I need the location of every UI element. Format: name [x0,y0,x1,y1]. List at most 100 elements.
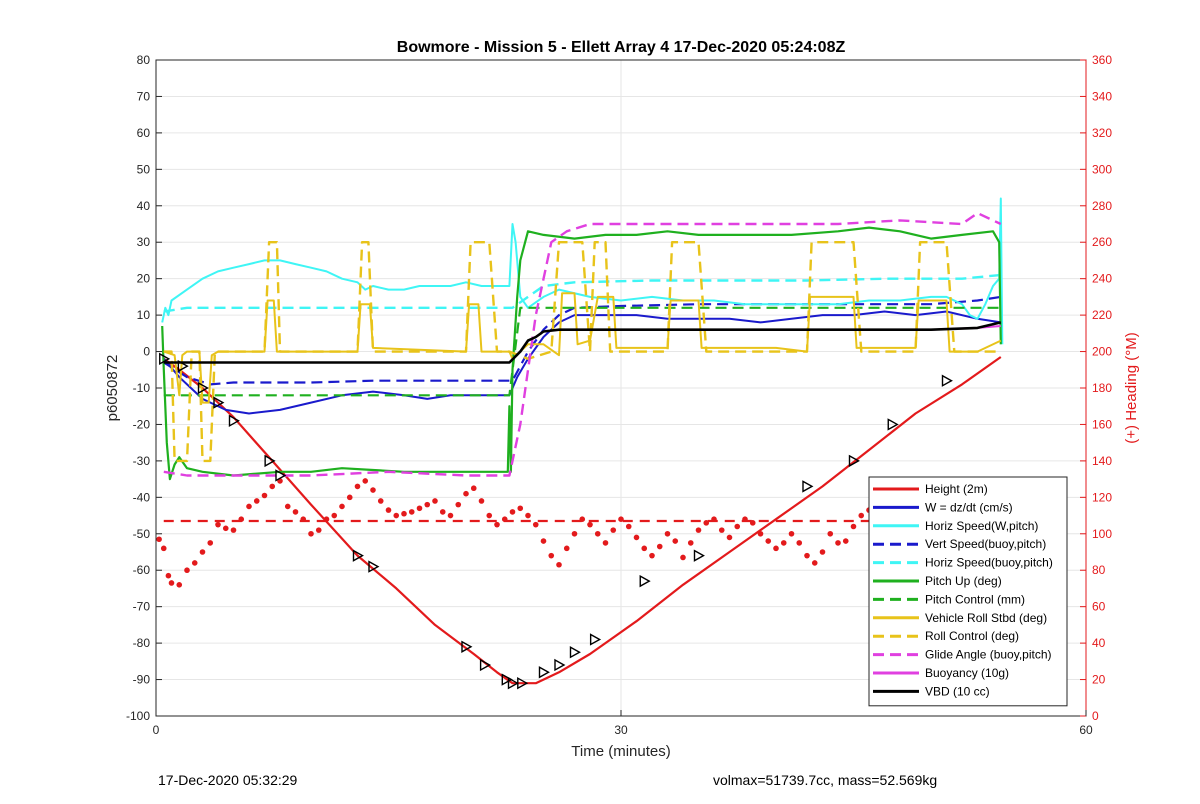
heading-point [408,509,415,515]
legend-label: Vert Speed(buoy,pitch) [925,537,1046,551]
series-vbd-line [163,321,1002,364]
heading-point [610,527,617,533]
heading-point [548,552,555,559]
heading-point [455,501,462,508]
heading-point [238,516,245,522]
heading-point [641,545,648,552]
footer-volmax-mass: volmax=51739.7cc, mass=52.569kg [713,772,938,788]
marker-triangle [264,454,276,468]
series-height-line [163,356,1002,685]
heading-point [718,527,725,533]
heading-point [486,512,493,519]
heading-point [587,521,593,528]
marker-triangle [538,666,550,679]
series-w-line [163,310,1001,415]
heading-point [680,554,686,561]
heading-point [246,503,252,510]
series-glide-angle-line [163,211,1002,477]
heading-point [199,549,206,555]
series-roll-control-line [163,241,1001,463]
heading-point [780,540,787,546]
heading-point [835,540,841,546]
y2-tick-label: 280 [1092,199,1112,213]
x-axis: 0 30 60 [153,710,1093,737]
legend-label: Height (2m) [925,482,988,496]
x-tick-label: 30 [614,723,628,737]
heading-point [362,478,369,484]
marker-triangle [197,381,209,395]
y2-tick-label: 60 [1092,600,1106,614]
heading-point [571,530,578,537]
marker-triangle [589,633,602,646]
legend-label: Glide Angle (buoy,pitch) [925,648,1052,662]
heading-point [478,498,485,504]
y-tick-label: 70 [137,89,151,103]
y-tick-label: 80 [137,53,151,67]
heading-point [579,516,586,522]
heading-point [703,520,710,526]
y-tick-label: -60 [133,563,151,577]
legend-label: W = dz/dt (cm/s) [925,500,1013,514]
heading-point [827,530,834,537]
marker-triangle [461,640,473,653]
heading-point [711,516,717,522]
y2-tick-label: 200 [1092,345,1112,359]
legend-label: Horiz Speed(buoy,pitch) [925,556,1053,570]
y-tick-label: 40 [137,199,151,213]
y-tick-label: -50 [133,527,151,541]
heading-point [463,490,469,497]
heading-point [339,503,345,510]
marker-triangle [177,359,189,373]
heading-point [850,523,857,530]
y2-tick-label: 340 [1092,89,1112,103]
heading-point [215,521,221,528]
heading-point [393,512,400,519]
heading-point [470,485,477,492]
legend-label: VBD (10 cc) [925,684,990,698]
heading-point [269,483,276,490]
y-tick-label: -20 [133,417,151,431]
y-tick-label: -80 [133,636,151,650]
heading-point [625,523,632,530]
heading-point [602,540,609,546]
y2-tick-label: 40 [1092,636,1106,650]
marker-triangle [352,549,364,562]
heading-point [633,534,640,541]
heading-point [292,509,299,515]
heading-point [532,521,539,528]
series-pitch-up-line [161,226,1002,481]
y2-tick-label: 0 [1092,709,1099,723]
y2-tick-label: 160 [1092,417,1112,431]
marker-triangle [802,480,814,493]
y-tick-label: 20 [137,272,151,286]
heading-point [168,580,175,586]
heading-point [563,545,570,552]
heading-point [618,516,624,522]
heading-point [501,516,508,522]
heading-point [230,527,237,533]
y-tick-label: 0 [143,345,150,359]
heading-point [346,494,353,501]
marker-triangle [159,352,171,366]
heading-point [517,505,524,512]
heading-point [649,552,655,559]
heading-point [222,525,229,532]
marker-triangle [517,677,529,690]
heading-point [594,530,601,537]
legend-label: Buoyancy (10g) [925,666,1009,680]
y2-tick-label: 100 [1092,527,1112,541]
heading-point [687,540,694,546]
legend-label: Roll Control (deg) [925,629,1019,643]
y-tick-label: 50 [137,162,151,176]
y-axis-label: p6050872 [104,355,121,422]
marker-triangle [887,418,899,431]
heading-point [416,505,423,512]
heading-point [191,560,198,566]
legend: Height (2m) W = dz/dt (cm/s) Horiz Speed(W… [868,476,1068,707]
heading-point [300,516,307,522]
marker-triangle [693,549,705,562]
y2-tick-label: 360 [1092,53,1112,67]
heading-point [165,572,172,579]
footer-timestamp: 17-Dec-2020 05:32:29 [158,772,298,788]
